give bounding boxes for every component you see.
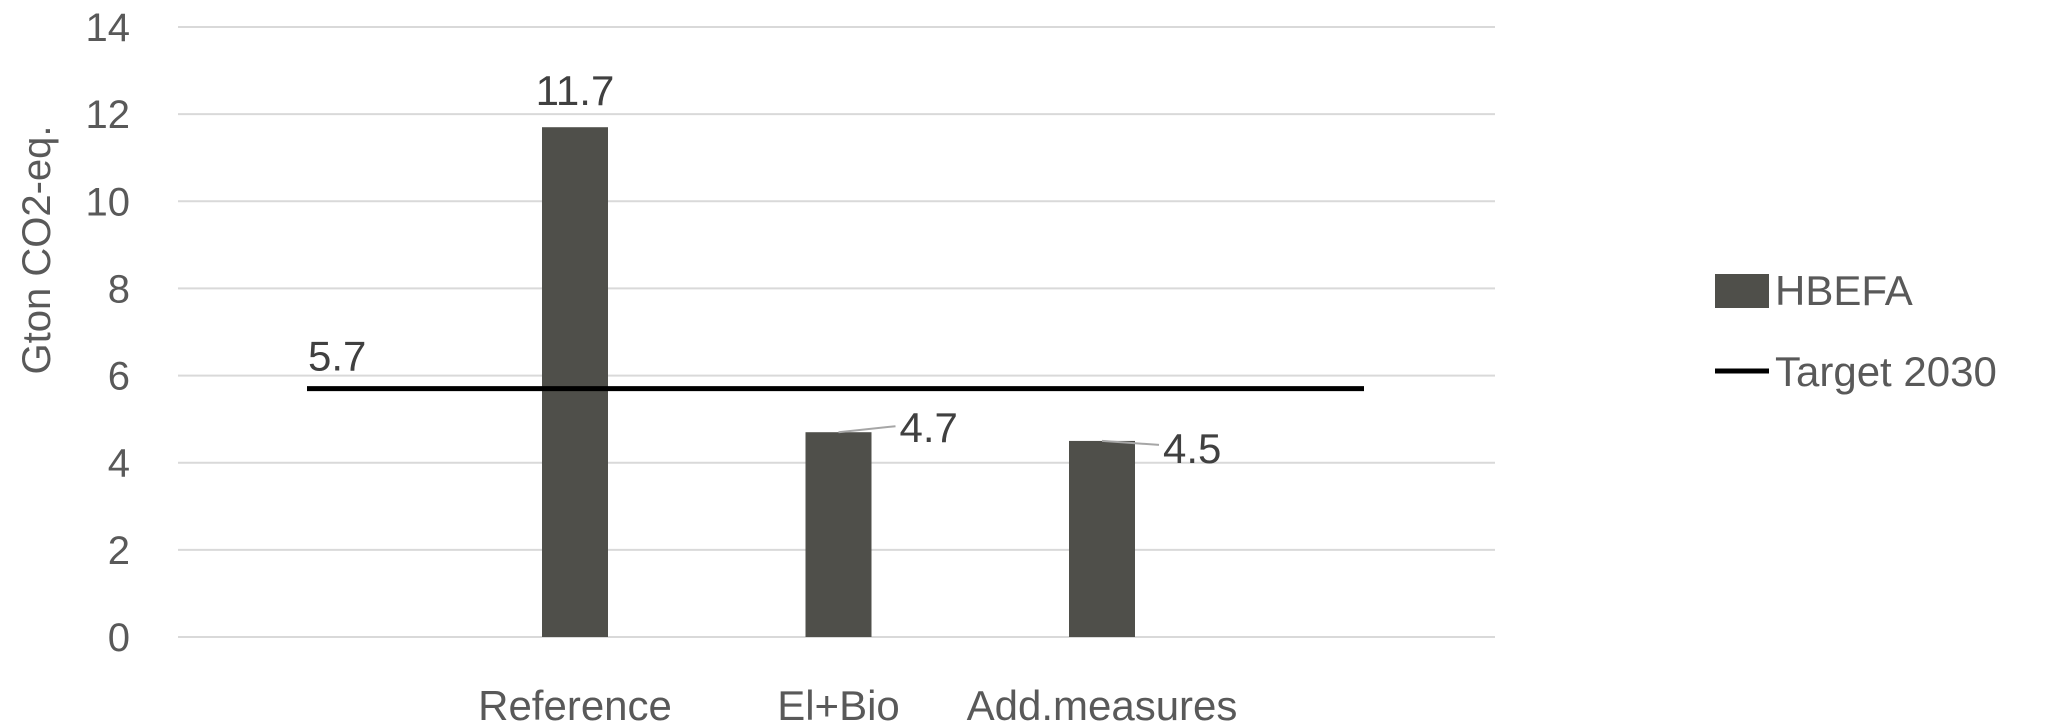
x-category-label: Reference: [478, 682, 672, 727]
legend: HBEFA Target 2030: [1715, 267, 1997, 395]
bar-add-measures: [1069, 440, 1135, 637]
y-tick-label: 6: [108, 355, 130, 399]
bar-reference: [542, 127, 608, 637]
y-axis-title: Gton CO2-eq.: [15, 125, 59, 374]
data-label: 4.7: [900, 404, 958, 451]
data-labels: 11.7 4.7 4.5 5.7: [308, 67, 1221, 472]
legend-swatch-hbefa: [1715, 274, 1769, 308]
data-label: 11.7: [536, 67, 615, 114]
data-label: 4.5: [1163, 425, 1221, 472]
y-tick-label: 10: [86, 180, 131, 224]
y-tick-label: 2: [108, 529, 130, 573]
y-tick-labels: 0 2 4 6 8 10 12 14: [86, 6, 131, 660]
y-tick-label: 12: [86, 93, 131, 137]
x-category-labels: Reference El+Bio Add.measures: [478, 682, 1237, 727]
y-tick-label: 8: [108, 267, 130, 311]
y-tick-label: 4: [108, 442, 130, 486]
x-category-label: Add.measures: [967, 682, 1238, 727]
y-tick-label: 0: [108, 616, 130, 660]
target-line-label: 5.7: [308, 333, 366, 380]
bars: [542, 127, 1135, 637]
legend-label-hbefa: HBEFA: [1775, 267, 1913, 314]
leader-line: [838, 425, 896, 434]
y-tick-label: 14: [86, 6, 131, 50]
legend-label-target: Target 2030: [1775, 348, 1997, 395]
leader-line: [1101, 439, 1160, 446]
bar-el-bio: [805, 432, 872, 637]
x-category-label: El+Bio: [777, 682, 900, 727]
